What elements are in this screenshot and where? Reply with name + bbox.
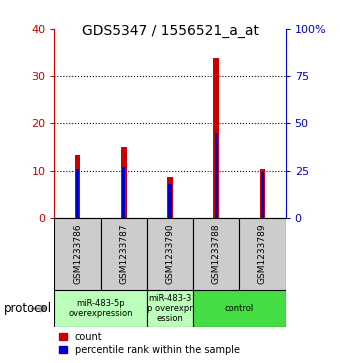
Bar xyxy=(75,155,80,218)
Bar xyxy=(54,290,147,327)
Bar xyxy=(101,218,147,290)
Bar xyxy=(167,177,173,218)
Text: GSM1233790: GSM1233790 xyxy=(166,224,174,285)
Bar xyxy=(147,218,193,290)
Bar xyxy=(239,218,286,290)
Text: miR-483-5p
overexpression: miR-483-5p overexpression xyxy=(68,299,133,318)
Bar xyxy=(261,172,264,218)
Bar xyxy=(215,133,218,218)
Text: GSM1233788: GSM1233788 xyxy=(212,224,221,285)
Text: GDS5347 / 1556521_a_at: GDS5347 / 1556521_a_at xyxy=(82,24,258,38)
Text: control: control xyxy=(225,304,254,313)
Bar xyxy=(54,218,101,290)
Text: miR-483-3
p overexpr
ession: miR-483-3 p overexpr ession xyxy=(147,294,193,323)
Bar xyxy=(121,147,126,218)
Bar xyxy=(122,167,125,218)
Bar xyxy=(76,169,79,218)
Bar xyxy=(193,218,239,290)
Bar xyxy=(214,58,219,218)
Text: GSM1233789: GSM1233789 xyxy=(258,224,267,285)
Bar xyxy=(168,184,172,218)
Bar xyxy=(147,290,193,327)
Legend: count, percentile rank within the sample: count, percentile rank within the sample xyxy=(59,331,240,355)
Text: protocol: protocol xyxy=(3,302,52,315)
Bar xyxy=(193,290,286,327)
Bar xyxy=(260,169,265,218)
Text: GSM1233787: GSM1233787 xyxy=(119,224,128,285)
Text: GSM1233786: GSM1233786 xyxy=(73,224,82,285)
